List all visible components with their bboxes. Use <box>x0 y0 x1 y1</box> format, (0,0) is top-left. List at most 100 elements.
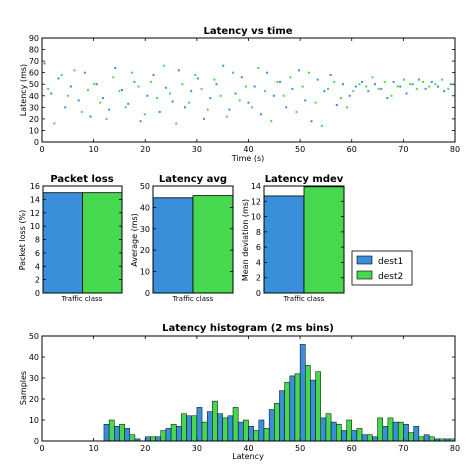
plot-frame <box>263 185 345 294</box>
x-tick-label: 60 <box>347 145 357 154</box>
data-point-dest1 <box>234 92 237 95</box>
hist-bar-dest1 <box>268 409 275 442</box>
hist-bar-dest2 <box>222 417 229 442</box>
hist-bar-dest2 <box>263 428 270 442</box>
data-point-dest1 <box>430 80 433 83</box>
hist-bar-dest2 <box>119 423 125 442</box>
x-tick-label: 20 <box>140 444 150 453</box>
data-point-dest1 <box>278 80 281 83</box>
y-tick-label: 80 <box>29 46 39 55</box>
hist-bar-dest1 <box>423 434 430 442</box>
hist-bar-dest2 <box>294 373 301 442</box>
hist-bar-dest2 <box>160 430 167 442</box>
data-point-dest1 <box>298 69 301 72</box>
panel-latency-histogram: Latency histogram (2 ms bins) Latency Sa… <box>19 323 460 461</box>
x-tick-label: 50 <box>295 444 305 453</box>
hist-bar-dest1 <box>206 411 213 442</box>
y-tick-label: 0 <box>34 437 39 446</box>
y-tick-label: 10 <box>140 268 150 277</box>
data-point-dest2 <box>188 101 191 104</box>
data-point-dest2 <box>137 85 140 88</box>
data-point-dest1 <box>367 90 370 93</box>
data-point-dest2 <box>47 87 50 90</box>
data-point-dest2 <box>383 80 386 83</box>
hist-bar-dest2 <box>232 407 239 442</box>
plot-frame <box>41 37 456 143</box>
hist-bar-dest1 <box>279 390 285 442</box>
x-tick-label: 70 <box>398 444 408 453</box>
data-point-dest2 <box>86 89 89 91</box>
data-point-dest1 <box>215 83 218 86</box>
data-point-dest1 <box>310 120 313 123</box>
hist-bar-dest1 <box>248 426 254 442</box>
data-point-dest2 <box>264 90 267 93</box>
data-point-dest2 <box>365 85 368 88</box>
chart-title: Packet loss <box>50 174 113 185</box>
data-point-dest1 <box>108 108 111 111</box>
x-tick-label: 70 <box>398 145 408 154</box>
x-tick-label: 10 <box>89 145 99 154</box>
y-tick-label: 6 <box>35 249 40 258</box>
x-tick-label: 10 <box>89 444 99 453</box>
y-tick-label: 16 <box>30 182 40 191</box>
x-tick-label: 0 <box>39 444 44 453</box>
data-point-dest2 <box>377 87 380 90</box>
data-point-dest1 <box>411 83 414 86</box>
hist-bar-dest1 <box>227 415 234 442</box>
hist-bar-dest1 <box>351 430 358 442</box>
hist-bar-dest1 <box>341 430 347 442</box>
data-point-dest1 <box>64 106 67 109</box>
data-point-dest1 <box>329 73 332 76</box>
hist-bar-dest1 <box>330 421 337 442</box>
data-point-dest1 <box>152 73 155 76</box>
data-point-dest1 <box>405 92 408 95</box>
y-tick-label: 40 <box>140 203 150 212</box>
data-point-dest1 <box>146 94 149 97</box>
chart-title: Latency avg <box>159 174 227 185</box>
y-tick-label: 10 <box>30 222 40 231</box>
hist-bar-dest2 <box>181 413 187 442</box>
x-tick-label: 0 <box>39 145 44 154</box>
hist-bar-dest2 <box>150 436 156 442</box>
x-tick-label: 80 <box>450 444 460 453</box>
data-point-dest2 <box>130 71 133 74</box>
hist-bar-dest2 <box>129 434 136 442</box>
data-point-dest2 <box>93 83 96 86</box>
y-tick-label: 2 <box>35 276 40 285</box>
data-point-dest1 <box>222 64 225 67</box>
bar-dest2 <box>192 195 234 294</box>
hist-bar-dest2 <box>336 423 342 442</box>
y-tick-label: 8 <box>35 236 40 245</box>
data-point-dest1 <box>203 117 206 120</box>
data-point-dest1 <box>95 83 98 86</box>
y-tick-label: 0 <box>145 289 150 298</box>
y-tick-label: 20 <box>140 246 150 255</box>
data-point-dest2 <box>112 76 115 79</box>
data-point-dest1 <box>50 92 53 95</box>
y-axis-label: Samples <box>19 371 28 405</box>
y-tick-label: 12 <box>251 197 261 206</box>
data-point-dest1 <box>354 85 357 88</box>
data-point-dest1 <box>259 113 262 116</box>
legend-swatch-dest1 <box>356 255 373 265</box>
data-point-dest2 <box>327 87 330 90</box>
data-point-dest2 <box>60 73 63 76</box>
data-point-dest2 <box>213 78 216 81</box>
hist-bar-dest2 <box>418 436 425 442</box>
hist-bar-dest1 <box>196 407 203 442</box>
data-point-dest1 <box>164 86 167 89</box>
legend-label-dest2: dest2 <box>378 272 403 282</box>
hist-bar-dest1 <box>165 428 172 442</box>
x-tick-label: 20 <box>140 145 150 154</box>
hist-bar-dest2 <box>305 365 311 442</box>
data-point-dest1 <box>240 76 243 79</box>
data-point-dest2 <box>225 115 228 118</box>
hist-bar-dest1 <box>289 375 296 442</box>
y-tick-label: 70 <box>29 57 39 66</box>
data-point-dest1 <box>57 77 60 80</box>
hist-bar-dest1 <box>310 379 316 442</box>
panel-latency-mdev: Latency mdev Traffic class Mean deviatio… <box>241 174 345 303</box>
hist-bar-dest1 <box>299 344 306 442</box>
x-axis-label: Traffic class <box>172 295 214 303</box>
hist-bar-dest2 <box>346 419 352 442</box>
